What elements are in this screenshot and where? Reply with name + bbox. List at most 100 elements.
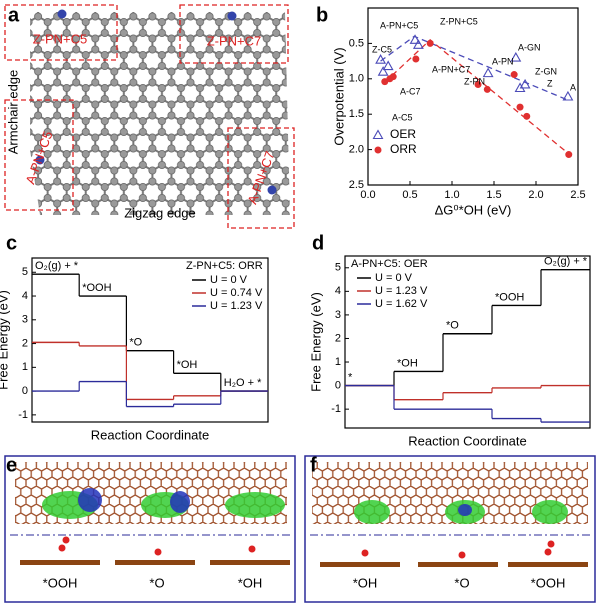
y-tick-label: 2.0 [349,144,364,156]
y-axis-label: Free Energy (eV) [308,292,323,392]
adsorbate [458,551,466,559]
annotation: A-PN [492,56,514,66]
legend-label: U = 1.62 V [375,298,428,310]
x-tick-label: 2.0 [528,189,543,201]
step-label: *OOH [82,282,111,294]
y-tick-label: 1 [335,356,341,368]
x-tick-label: 0.0 [360,189,375,201]
site-box [4,4,118,61]
annotation: Z-PN [464,76,485,86]
site-label: Z-PN+C7 [207,33,262,48]
y-axis-label: Free Energy (eV) [0,290,10,390]
site-label: Z-PN+C5 [33,31,88,46]
charge-density [532,500,568,524]
panel-label: f [310,454,317,476]
species-label: *O [149,575,164,590]
y-tick-label: 3 [335,309,341,321]
charge-density [78,488,102,512]
nitrogen-atom [267,185,277,195]
charge-density [170,491,190,513]
y-tick-label: 4 [22,290,28,302]
x-axis-label: Reaction Coordinate [408,433,527,448]
annotation: Z [547,78,553,88]
annotation: Z-C5 [372,44,392,54]
nitrogen-atom [227,11,237,21]
point [510,51,522,62]
y-tick-label: 0.5 [349,37,364,49]
point [412,39,424,49]
y-tick-label: 2.5 [349,179,364,191]
legend-marker [374,146,382,154]
step-label: H₂O + * [224,377,262,389]
side-view [210,560,290,565]
x-tick-label: 0.5 [402,189,417,201]
species-label: *OH [353,575,378,590]
y-tick-label: 5 [335,262,341,274]
x-axis-label: ΔG⁰*OH (eV) [435,202,512,217]
panel-label: b [316,4,328,26]
annotation: A-C7 [400,86,421,96]
step-label: O₂(g) + * [544,256,588,268]
point [426,39,434,47]
legend-marker [372,129,384,140]
y-tick-label: -1 [18,409,28,421]
point [516,103,524,111]
step-label: *OOH [495,291,524,303]
legend-label: U = 0 V [375,272,413,284]
y-axis-label: Overpotential (V) [331,47,346,145]
point [409,34,421,44]
edge-label: Zigzag edge [124,205,196,220]
step-label: *OH [177,359,198,371]
point [483,85,491,93]
y-tick-label: 2 [335,332,341,344]
point [412,55,420,63]
site-box [4,99,74,211]
annotation: A-GN [518,42,541,52]
legend-label: ORR [390,142,417,156]
adsorbate [544,548,552,556]
annotation: Z-GN [535,66,557,76]
adsorbate [58,544,66,552]
side-view [418,562,498,567]
charge-density [354,500,390,524]
y-tick-label: 0 [335,379,341,391]
annotation: A-PN+C5 [380,20,418,30]
point [523,112,531,120]
step-label: *OH [397,357,418,369]
legend-label: U = 1.23 V [210,300,263,312]
nitrogen-atom [57,9,67,19]
adsorbate [154,548,162,556]
step-label: O₂(g) + * [35,260,79,272]
annotation: A-C5 [392,112,413,122]
legend-title: A-PN+C5: OER [351,258,428,270]
point [389,73,397,81]
side-view [508,562,588,567]
panel-frame [4,455,296,603]
panel-label: a [8,4,20,26]
legend-label: OER [390,127,416,141]
step-label: * [348,371,353,383]
y-tick-label: 3 [22,314,28,326]
point [382,60,394,71]
charge-density [458,504,472,516]
y-tick-label: 2 [22,337,28,349]
panel-a: Z-PN+C5 Z-PN+C7 A-PN+C5 A-PN+C7 Armchair… [4,4,295,229]
y-tick-label: -1 [331,403,341,415]
adsorbate [248,545,256,553]
y-tick-label: 1.5 [349,108,364,120]
panel-e: *OOH *O *OH [4,455,296,603]
species-label: *O [454,575,469,590]
trend-line [384,38,571,156]
x-tick-label: 2.5 [570,189,585,201]
step-label: *O [129,337,142,349]
legend-label: U = 1.23 V [375,285,428,297]
point [565,151,573,159]
adsorbate [62,536,70,544]
point [510,71,518,79]
annotation: Z-PN+C5 [440,16,478,26]
point [377,66,389,76]
species-label: *OOH [43,575,78,590]
panel-label: d [312,232,324,254]
point [519,78,531,89]
legend-label: U = 0 V [210,274,248,286]
